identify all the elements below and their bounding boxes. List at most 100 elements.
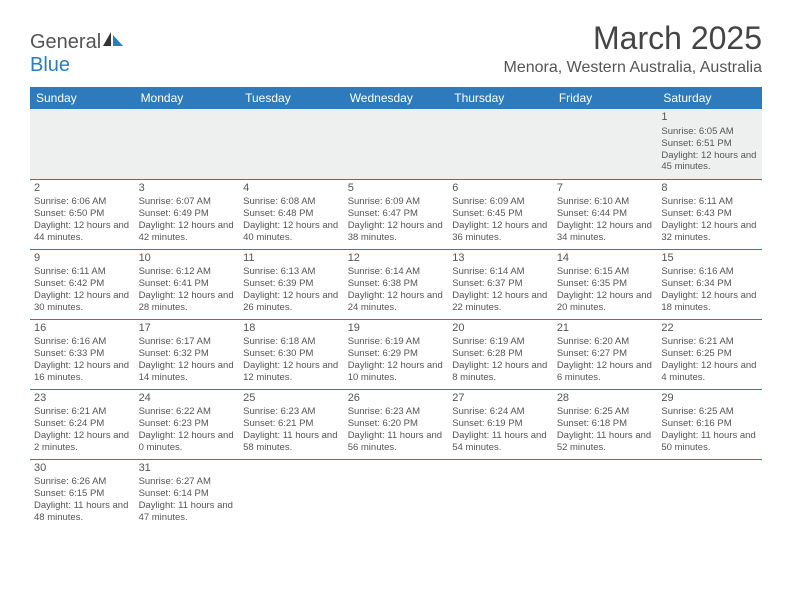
sunset-line: Sunset: 6:15 PM bbox=[34, 488, 131, 500]
sunrise-line: Sunrise: 6:07 AM bbox=[139, 196, 236, 208]
day-number: 19 bbox=[348, 322, 445, 336]
sunset-line: Sunset: 6:50 PM bbox=[34, 208, 131, 220]
sunset-line: Sunset: 6:51 PM bbox=[661, 138, 758, 150]
daylight-line: Daylight: 12 hours and 18 minutes. bbox=[661, 290, 758, 314]
sunrise-line: Sunrise: 6:18 AM bbox=[243, 336, 340, 348]
calendar-cell: 23Sunrise: 6:21 AMSunset: 6:24 PMDayligh… bbox=[30, 389, 135, 459]
daylight-line: Daylight: 11 hours and 52 minutes. bbox=[557, 430, 654, 454]
calendar-table: SundayMondayTuesdayWednesdayThursdayFrid… bbox=[30, 87, 762, 529]
sunrise-line: Sunrise: 6:24 AM bbox=[452, 406, 549, 418]
calendar-cell: 20Sunrise: 6:19 AMSunset: 6:28 PMDayligh… bbox=[448, 319, 553, 389]
calendar-cell-empty bbox=[135, 109, 240, 179]
calendar-week-row: 2Sunrise: 6:06 AMSunset: 6:50 PMDaylight… bbox=[30, 179, 762, 249]
sunrise-line: Sunrise: 6:20 AM bbox=[557, 336, 654, 348]
day-header: Tuesday bbox=[239, 87, 344, 109]
calendar-cell: 16Sunrise: 6:16 AMSunset: 6:33 PMDayligh… bbox=[30, 319, 135, 389]
day-number: 9 bbox=[34, 252, 131, 266]
day-number: 6 bbox=[452, 182, 549, 196]
day-number: 12 bbox=[348, 252, 445, 266]
day-header: Friday bbox=[553, 87, 658, 109]
calendar-cell: 5Sunrise: 6:09 AMSunset: 6:47 PMDaylight… bbox=[344, 179, 449, 249]
sunset-line: Sunset: 6:43 PM bbox=[661, 208, 758, 220]
calendar-cell: 17Sunrise: 6:17 AMSunset: 6:32 PMDayligh… bbox=[135, 319, 240, 389]
sunset-line: Sunset: 6:49 PM bbox=[139, 208, 236, 220]
sunrise-line: Sunrise: 6:11 AM bbox=[661, 196, 758, 208]
calendar-cell-empty bbox=[448, 109, 553, 179]
daylight-line: Daylight: 11 hours and 56 minutes. bbox=[348, 430, 445, 454]
calendar-cell: 15Sunrise: 6:16 AMSunset: 6:34 PMDayligh… bbox=[657, 249, 762, 319]
daylight-line: Daylight: 12 hours and 20 minutes. bbox=[557, 290, 654, 314]
calendar-week-row: 9Sunrise: 6:11 AMSunset: 6:42 PMDaylight… bbox=[30, 249, 762, 319]
calendar-cell: 13Sunrise: 6:14 AMSunset: 6:37 PMDayligh… bbox=[448, 249, 553, 319]
sunset-line: Sunset: 6:23 PM bbox=[139, 418, 236, 430]
calendar-cell: 27Sunrise: 6:24 AMSunset: 6:19 PMDayligh… bbox=[448, 389, 553, 459]
sunset-line: Sunset: 6:47 PM bbox=[348, 208, 445, 220]
brand-logo: GeneralBlue bbox=[30, 30, 125, 77]
sunset-line: Sunset: 6:39 PM bbox=[243, 278, 340, 290]
daylight-line: Daylight: 12 hours and 6 minutes. bbox=[557, 360, 654, 384]
sunset-line: Sunset: 6:30 PM bbox=[243, 348, 340, 360]
sail-icon bbox=[101, 30, 125, 48]
day-number: 4 bbox=[243, 182, 340, 196]
day-number: 25 bbox=[243, 392, 340, 406]
calendar-cell: 11Sunrise: 6:13 AMSunset: 6:39 PMDayligh… bbox=[239, 249, 344, 319]
daylight-line: Daylight: 12 hours and 30 minutes. bbox=[34, 290, 131, 314]
day-number: 22 bbox=[661, 322, 758, 336]
day-number: 26 bbox=[348, 392, 445, 406]
sunset-line: Sunset: 6:38 PM bbox=[348, 278, 445, 290]
sunrise-line: Sunrise: 6:23 AM bbox=[348, 406, 445, 418]
calendar-week-row: 16Sunrise: 6:16 AMSunset: 6:33 PMDayligh… bbox=[30, 319, 762, 389]
sunrise-line: Sunrise: 6:19 AM bbox=[452, 336, 549, 348]
calendar-week-row: 1Sunrise: 6:05 AMSunset: 6:51 PMDaylight… bbox=[30, 109, 762, 179]
calendar-cell: 2Sunrise: 6:06 AMSunset: 6:50 PMDaylight… bbox=[30, 179, 135, 249]
sunset-line: Sunset: 6:14 PM bbox=[139, 488, 236, 500]
day-number: 29 bbox=[661, 392, 758, 406]
sunrise-line: Sunrise: 6:23 AM bbox=[243, 406, 340, 418]
calendar-cell-empty bbox=[239, 459, 344, 529]
day-number: 11 bbox=[243, 252, 340, 266]
calendar-body: 1Sunrise: 6:05 AMSunset: 6:51 PMDaylight… bbox=[30, 109, 762, 529]
day-number: 3 bbox=[139, 182, 236, 196]
calendar-cell: 26Sunrise: 6:23 AMSunset: 6:20 PMDayligh… bbox=[344, 389, 449, 459]
daylight-line: Daylight: 12 hours and 12 minutes. bbox=[243, 360, 340, 384]
sunrise-line: Sunrise: 6:21 AM bbox=[661, 336, 758, 348]
sunrise-line: Sunrise: 6:22 AM bbox=[139, 406, 236, 418]
month-title: March 2025 bbox=[504, 20, 763, 57]
calendar-cell: 12Sunrise: 6:14 AMSunset: 6:38 PMDayligh… bbox=[344, 249, 449, 319]
daylight-line: Daylight: 12 hours and 8 minutes. bbox=[452, 360, 549, 384]
sunrise-line: Sunrise: 6:25 AM bbox=[661, 406, 758, 418]
day-number: 16 bbox=[34, 322, 131, 336]
calendar-cell: 30Sunrise: 6:26 AMSunset: 6:15 PMDayligh… bbox=[30, 459, 135, 529]
daylight-line: Daylight: 12 hours and 40 minutes. bbox=[243, 220, 340, 244]
sunset-line: Sunset: 6:44 PM bbox=[557, 208, 654, 220]
sunrise-line: Sunrise: 6:12 AM bbox=[139, 266, 236, 278]
daylight-line: Daylight: 12 hours and 45 minutes. bbox=[661, 150, 758, 174]
day-header-row: SundayMondayTuesdayWednesdayThursdayFrid… bbox=[30, 87, 762, 109]
day-number: 24 bbox=[139, 392, 236, 406]
brand-name: GeneralBlue bbox=[30, 30, 125, 77]
brand-name-part1: General bbox=[30, 31, 101, 53]
sunset-line: Sunset: 6:32 PM bbox=[139, 348, 236, 360]
calendar-cell: 21Sunrise: 6:20 AMSunset: 6:27 PMDayligh… bbox=[553, 319, 658, 389]
sunset-line: Sunset: 6:28 PM bbox=[452, 348, 549, 360]
calendar-cell-empty bbox=[553, 459, 658, 529]
sunset-line: Sunset: 6:29 PM bbox=[348, 348, 445, 360]
calendar-cell: 14Sunrise: 6:15 AMSunset: 6:35 PMDayligh… bbox=[553, 249, 658, 319]
daylight-line: Daylight: 12 hours and 10 minutes. bbox=[348, 360, 445, 384]
sunrise-line: Sunrise: 6:17 AM bbox=[139, 336, 236, 348]
daylight-line: Daylight: 12 hours and 4 minutes. bbox=[661, 360, 758, 384]
sunset-line: Sunset: 6:37 PM bbox=[452, 278, 549, 290]
sunrise-line: Sunrise: 6:13 AM bbox=[243, 266, 340, 278]
calendar-cell: 6Sunrise: 6:09 AMSunset: 6:45 PMDaylight… bbox=[448, 179, 553, 249]
daylight-line: Daylight: 12 hours and 26 minutes. bbox=[243, 290, 340, 314]
sunset-line: Sunset: 6:33 PM bbox=[34, 348, 131, 360]
calendar-cell: 22Sunrise: 6:21 AMSunset: 6:25 PMDayligh… bbox=[657, 319, 762, 389]
day-number: 15 bbox=[661, 252, 758, 266]
sunrise-line: Sunrise: 6:06 AM bbox=[34, 196, 131, 208]
sunset-line: Sunset: 6:25 PM bbox=[661, 348, 758, 360]
day-number: 5 bbox=[348, 182, 445, 196]
day-header: Saturday bbox=[657, 87, 762, 109]
calendar-cell: 1Sunrise: 6:05 AMSunset: 6:51 PMDaylight… bbox=[657, 109, 762, 179]
day-number: 18 bbox=[243, 322, 340, 336]
calendar-cell-empty bbox=[448, 459, 553, 529]
